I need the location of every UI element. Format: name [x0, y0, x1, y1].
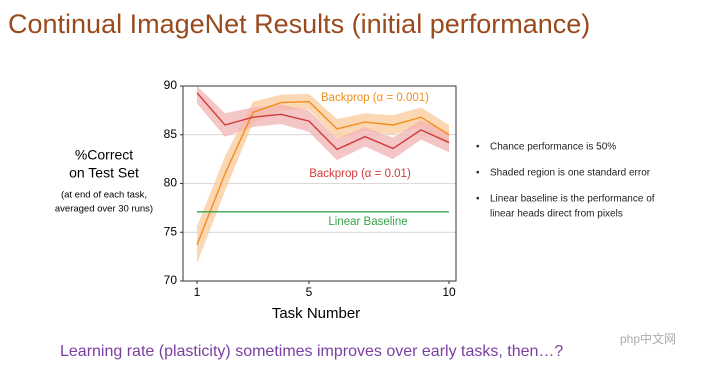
y-label: on Test Set — [69, 165, 139, 181]
plot: 70 75 80 85 90 1 5 10 Backprop (α = 0.001) Backpr… — [164, 78, 457, 299]
y-tick-label: 90 — [164, 78, 178, 92]
bullet: Chance performance is 50% — [490, 142, 616, 153]
series-label: Backprop (α = 0.001) — [321, 92, 429, 104]
error-band — [197, 93, 449, 264]
slide-title: Continual ImageNet Results (initial perf… — [8, 9, 590, 39]
y-tick-label: 85 — [164, 127, 178, 141]
series-label: Linear Baseline — [328, 216, 407, 228]
bullet-dot: • — [476, 168, 480, 179]
footer: Learning rate (plasticity) sometimes imp… — [60, 343, 563, 360]
x-label: Task Number — [272, 305, 360, 322]
y-tick-label: 70 — [164, 273, 178, 287]
x-tick-label: 1 — [194, 285, 201, 299]
x-tick-label: 5 — [306, 285, 313, 299]
y-label-note: (at end of each task, — [61, 190, 147, 201]
bullet-dot: • — [476, 194, 480, 205]
bullet: Shaded region is one standard error — [490, 168, 651, 179]
y-tick-label: 80 — [164, 176, 178, 190]
plot-frame — [182, 85, 457, 282]
watermark: php中文网 — [620, 331, 676, 346]
y-tick-label: 75 — [164, 224, 178, 238]
y-label-note: averaged over 30 runs) — [55, 204, 153, 215]
bullet: linear heads direct from pixels — [490, 209, 623, 220]
bullet: Linear baseline is the performance of — [490, 194, 655, 205]
error-band — [197, 86, 449, 161]
series-line — [196, 100, 450, 246]
series-label: Backprop (α = 0.01) — [309, 168, 411, 180]
bullet-dot: • — [476, 142, 480, 153]
series-line — [196, 92, 450, 151]
y-label: %Correct — [75, 147, 133, 163]
x-tick-label: 10 — [442, 285, 456, 299]
bullets: • Chance performance is 50% • Shaded reg… — [476, 142, 655, 220]
